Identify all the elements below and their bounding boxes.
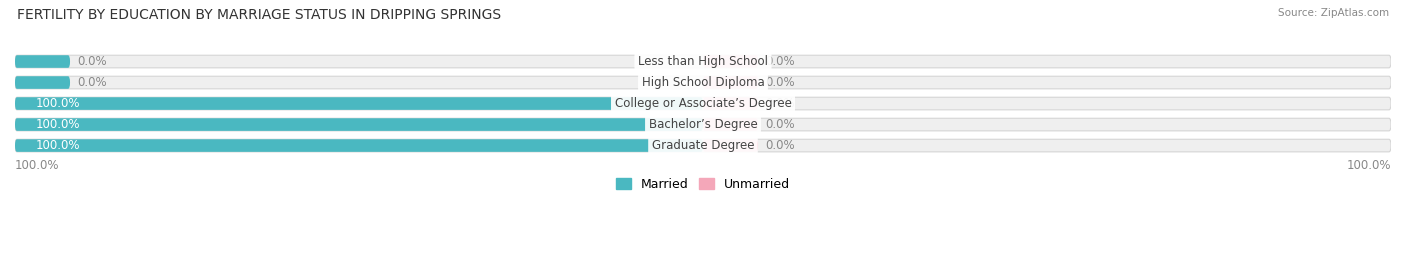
Text: 0.0%: 0.0% (765, 55, 794, 68)
Text: 0.0%: 0.0% (77, 55, 107, 68)
Text: 0.0%: 0.0% (765, 97, 794, 110)
Text: 0.0%: 0.0% (765, 76, 794, 89)
Text: 100.0%: 100.0% (1347, 159, 1391, 172)
FancyBboxPatch shape (15, 55, 70, 68)
Text: FERTILITY BY EDUCATION BY MARRIAGE STATUS IN DRIPPING SPRINGS: FERTILITY BY EDUCATION BY MARRIAGE STATU… (17, 8, 501, 22)
FancyBboxPatch shape (15, 118, 1391, 131)
FancyBboxPatch shape (15, 97, 1391, 110)
Text: Source: ZipAtlas.com: Source: ZipAtlas.com (1278, 8, 1389, 18)
Text: Bachelor’s Degree: Bachelor’s Degree (648, 118, 758, 131)
FancyBboxPatch shape (703, 97, 758, 110)
FancyBboxPatch shape (15, 118, 703, 131)
Text: Graduate Degree: Graduate Degree (652, 139, 754, 152)
Text: High School Diploma: High School Diploma (641, 76, 765, 89)
Text: 0.0%: 0.0% (765, 139, 794, 152)
Text: 100.0%: 100.0% (35, 139, 80, 152)
FancyBboxPatch shape (15, 76, 1391, 89)
Legend: Married, Unmarried: Married, Unmarried (612, 173, 794, 196)
Text: College or Associate’s Degree: College or Associate’s Degree (614, 97, 792, 110)
FancyBboxPatch shape (15, 76, 70, 89)
FancyBboxPatch shape (15, 139, 1391, 152)
FancyBboxPatch shape (703, 139, 758, 152)
FancyBboxPatch shape (703, 55, 758, 68)
Text: 100.0%: 100.0% (15, 159, 59, 172)
FancyBboxPatch shape (15, 139, 703, 152)
FancyBboxPatch shape (15, 97, 703, 110)
Text: Less than High School: Less than High School (638, 55, 768, 68)
Text: 0.0%: 0.0% (77, 76, 107, 89)
FancyBboxPatch shape (703, 76, 758, 89)
Text: 100.0%: 100.0% (35, 118, 80, 131)
Text: 100.0%: 100.0% (35, 97, 80, 110)
FancyBboxPatch shape (703, 118, 758, 131)
Text: 0.0%: 0.0% (765, 118, 794, 131)
FancyBboxPatch shape (15, 55, 1391, 68)
